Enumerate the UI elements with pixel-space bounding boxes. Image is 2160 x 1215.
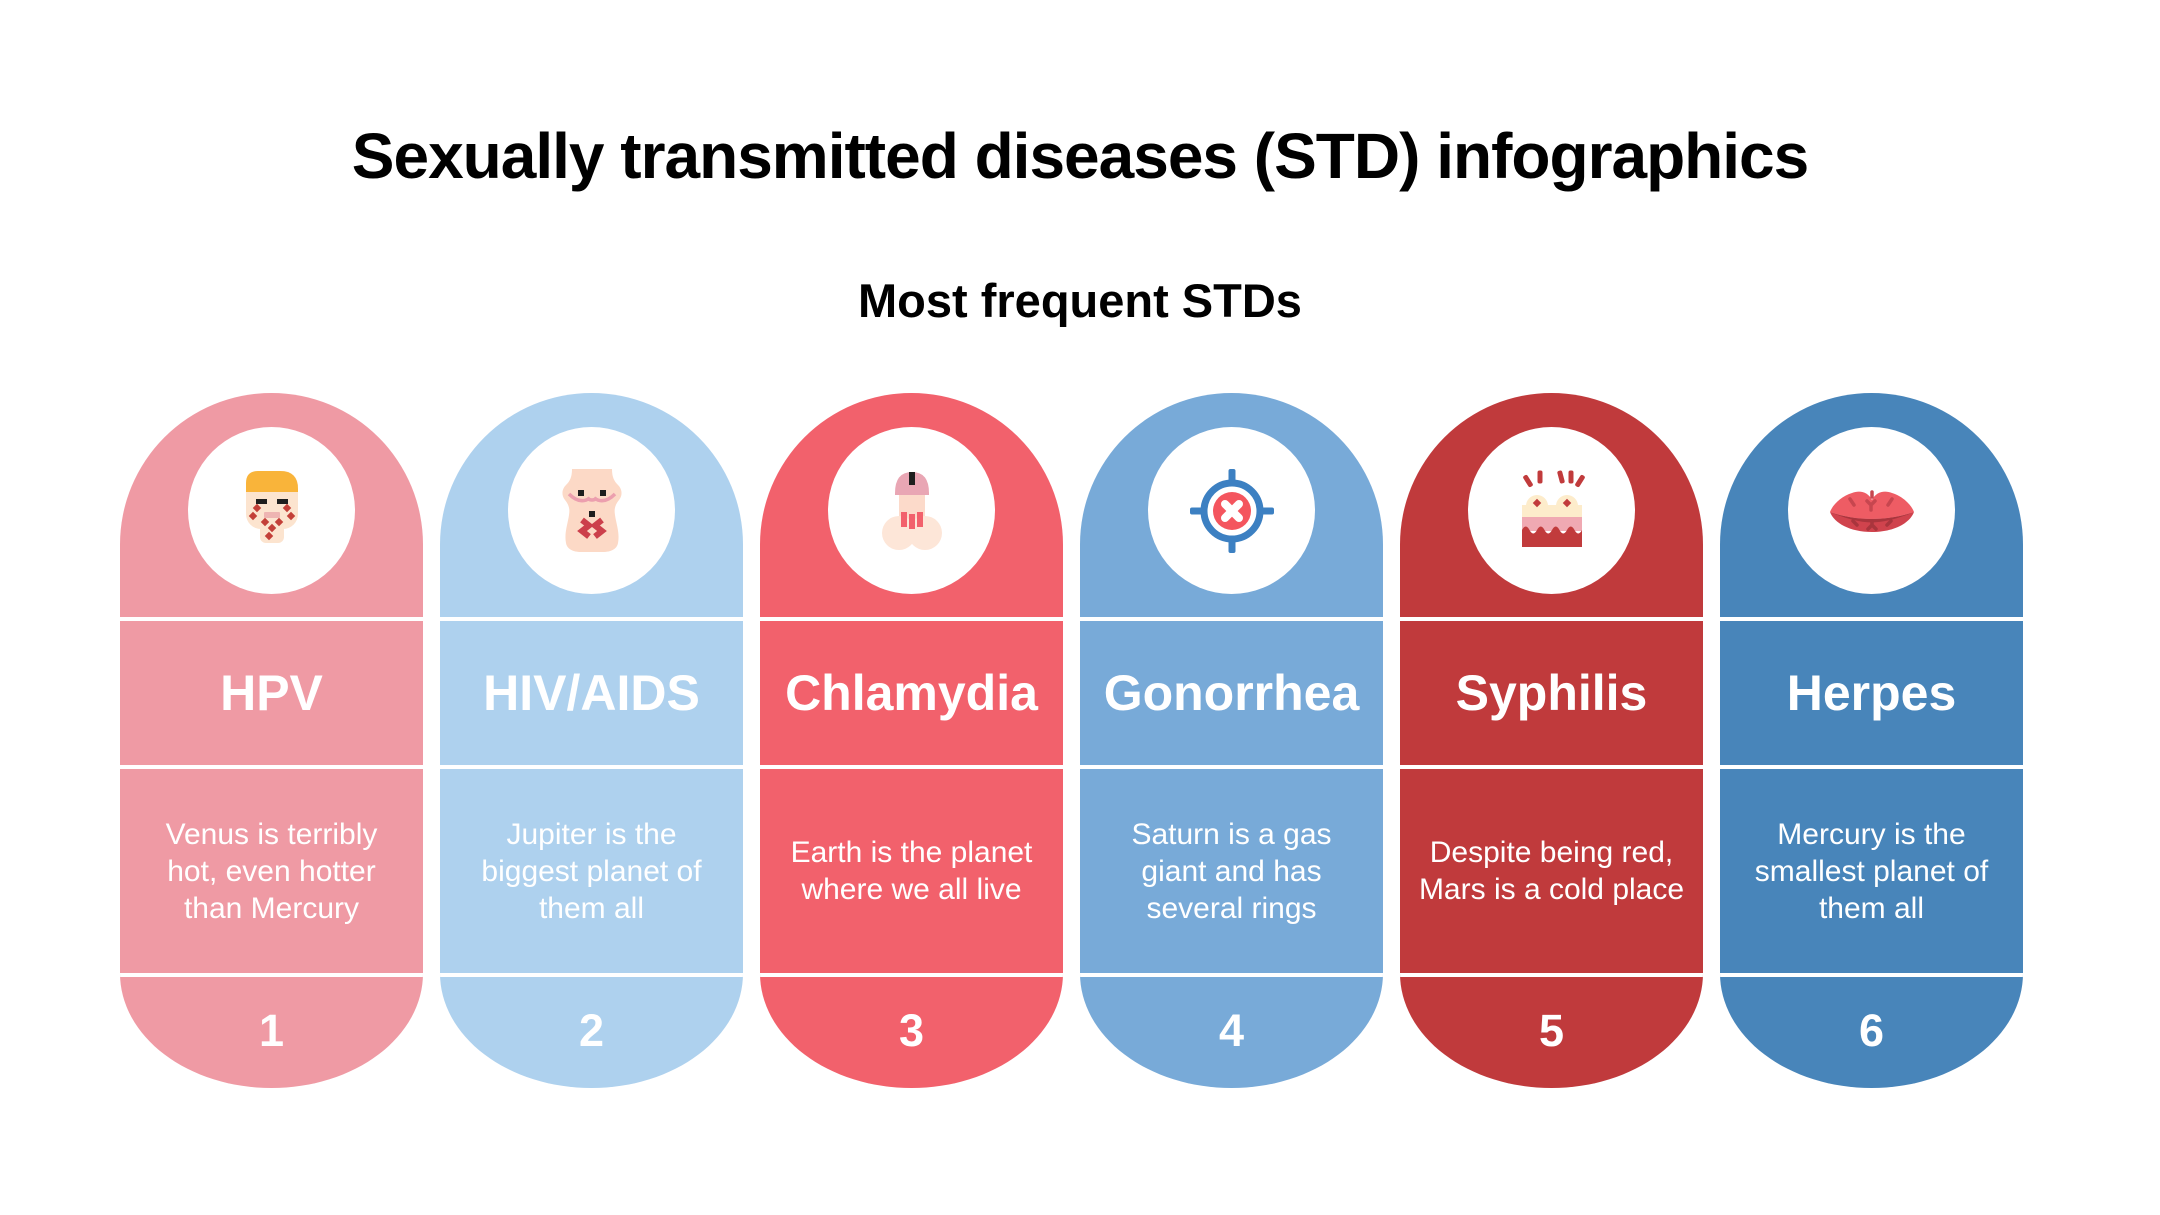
divider [1080,973,1383,977]
icon-circle [828,427,995,594]
std-rank-number: 5 [1538,1005,1565,1056]
card-icon-section [1080,393,1383,617]
divider [760,973,1063,977]
lips-icon [1829,489,1914,532]
page-title: Sexually transmitted diseases (STD) info… [351,120,1809,192]
card-name-section: Syphilis [1400,621,1703,765]
std-description: Earth is the planet where we all live [790,836,1033,906]
card-description-section: Despite being red, Mars is a cold place [1400,769,1703,973]
divider [440,765,743,769]
divider [1400,765,1703,769]
card-number-section: 2 [440,977,743,1088]
divider [440,617,743,621]
skin-rash-icon [1521,470,1585,547]
std-description: Saturn is a gas giant and has several ri… [1131,817,1332,925]
std-card-6: Herpes Mercury is the smallest planet of… [1720,393,2023,1088]
divider [120,973,423,977]
cards-row: HPV Venus is terribly hot, even hotter t… [120,393,2023,1088]
std-description: Jupiter is the biggest planet of them al… [481,817,702,925]
card-number-section: 6 [1720,977,2023,1088]
std-name: Chlamydia [785,665,1038,721]
card-description-section: Jupiter is the biggest planet of them al… [440,769,743,973]
card-icon-section [1400,393,1703,617]
divider [1400,617,1703,621]
std-name: Syphilis [1455,665,1648,721]
std-rank-number: 3 [898,1005,925,1056]
divider [1720,765,2023,769]
std-card-3: Chlamydia Earth is the planet where we a… [760,393,1063,1088]
divider [120,617,423,621]
icon-circle [1468,427,1635,594]
card-name-section: Herpes [1720,621,2023,765]
std-card-5: Syphilis Despite being red, Mars is a co… [1400,393,1703,1088]
divider [120,765,423,769]
std-rank-number: 4 [1218,1005,1245,1056]
std-description: Venus is terribly hot, even hotter than … [165,817,378,925]
divider [760,765,1063,769]
divider [1720,973,2023,977]
torso-icon [561,468,622,552]
icon-circle [1788,427,1955,594]
std-card-4: Gonorrhea Saturn is a gas giant and has … [1080,393,1383,1088]
card-description-section: Earth is the planet where we all live [760,769,1063,973]
card-description-section: Mercury is the smallest planet of them a… [1720,769,2023,973]
page-subtitle: Most frequent STDs [858,274,1302,327]
card-icon-section [760,393,1063,617]
std-card-2: HIV/AIDS Jupiter is the biggest planet o… [440,393,743,1088]
std-name: Gonorrhea [1103,665,1360,721]
std-rank-number: 6 [1858,1005,1885,1056]
icon-circle [188,427,355,594]
divider [1720,617,2023,621]
std-rank-number: 2 [578,1005,605,1056]
card-icon-section [120,393,423,617]
card-number-section: 1 [120,977,423,1088]
icon-circle [1148,427,1315,594]
std-card-1: HPV Venus is terribly hot, even hotter t… [120,393,423,1088]
card-number-section: 3 [760,977,1063,1088]
std-name: HPV [220,665,323,721]
card-description-section: Saturn is a gas giant and has several ri… [1080,769,1383,973]
std-name: Herpes [1786,665,1957,721]
target-icon [1189,468,1274,553]
card-name-section: Chlamydia [760,621,1063,765]
card-icon-section [440,393,743,617]
std-rank-number: 1 [258,1005,285,1056]
card-name-section: Gonorrhea [1080,621,1383,765]
card-number-section: 5 [1400,977,1703,1088]
divider [1080,765,1383,769]
std-description: Despite being red, Mars is a cold place [1418,836,1685,906]
divider [1400,973,1703,977]
std-name: HIV/AIDS [483,665,700,721]
card-description-section: Venus is terribly hot, even hotter than … [120,769,423,973]
icon-circle [508,427,675,594]
divider [1080,617,1383,621]
std-description: Mercury is the smallest planet of them a… [1754,817,1989,925]
divider [760,617,1063,621]
card-icon-section [1720,393,2023,617]
card-number-section: 4 [1080,977,1383,1088]
divider [440,973,743,977]
penis-icon [881,471,942,550]
card-name-section: HIV/AIDS [440,621,743,765]
card-name-section: HPV [120,621,423,765]
acne-face-icon [245,470,298,543]
